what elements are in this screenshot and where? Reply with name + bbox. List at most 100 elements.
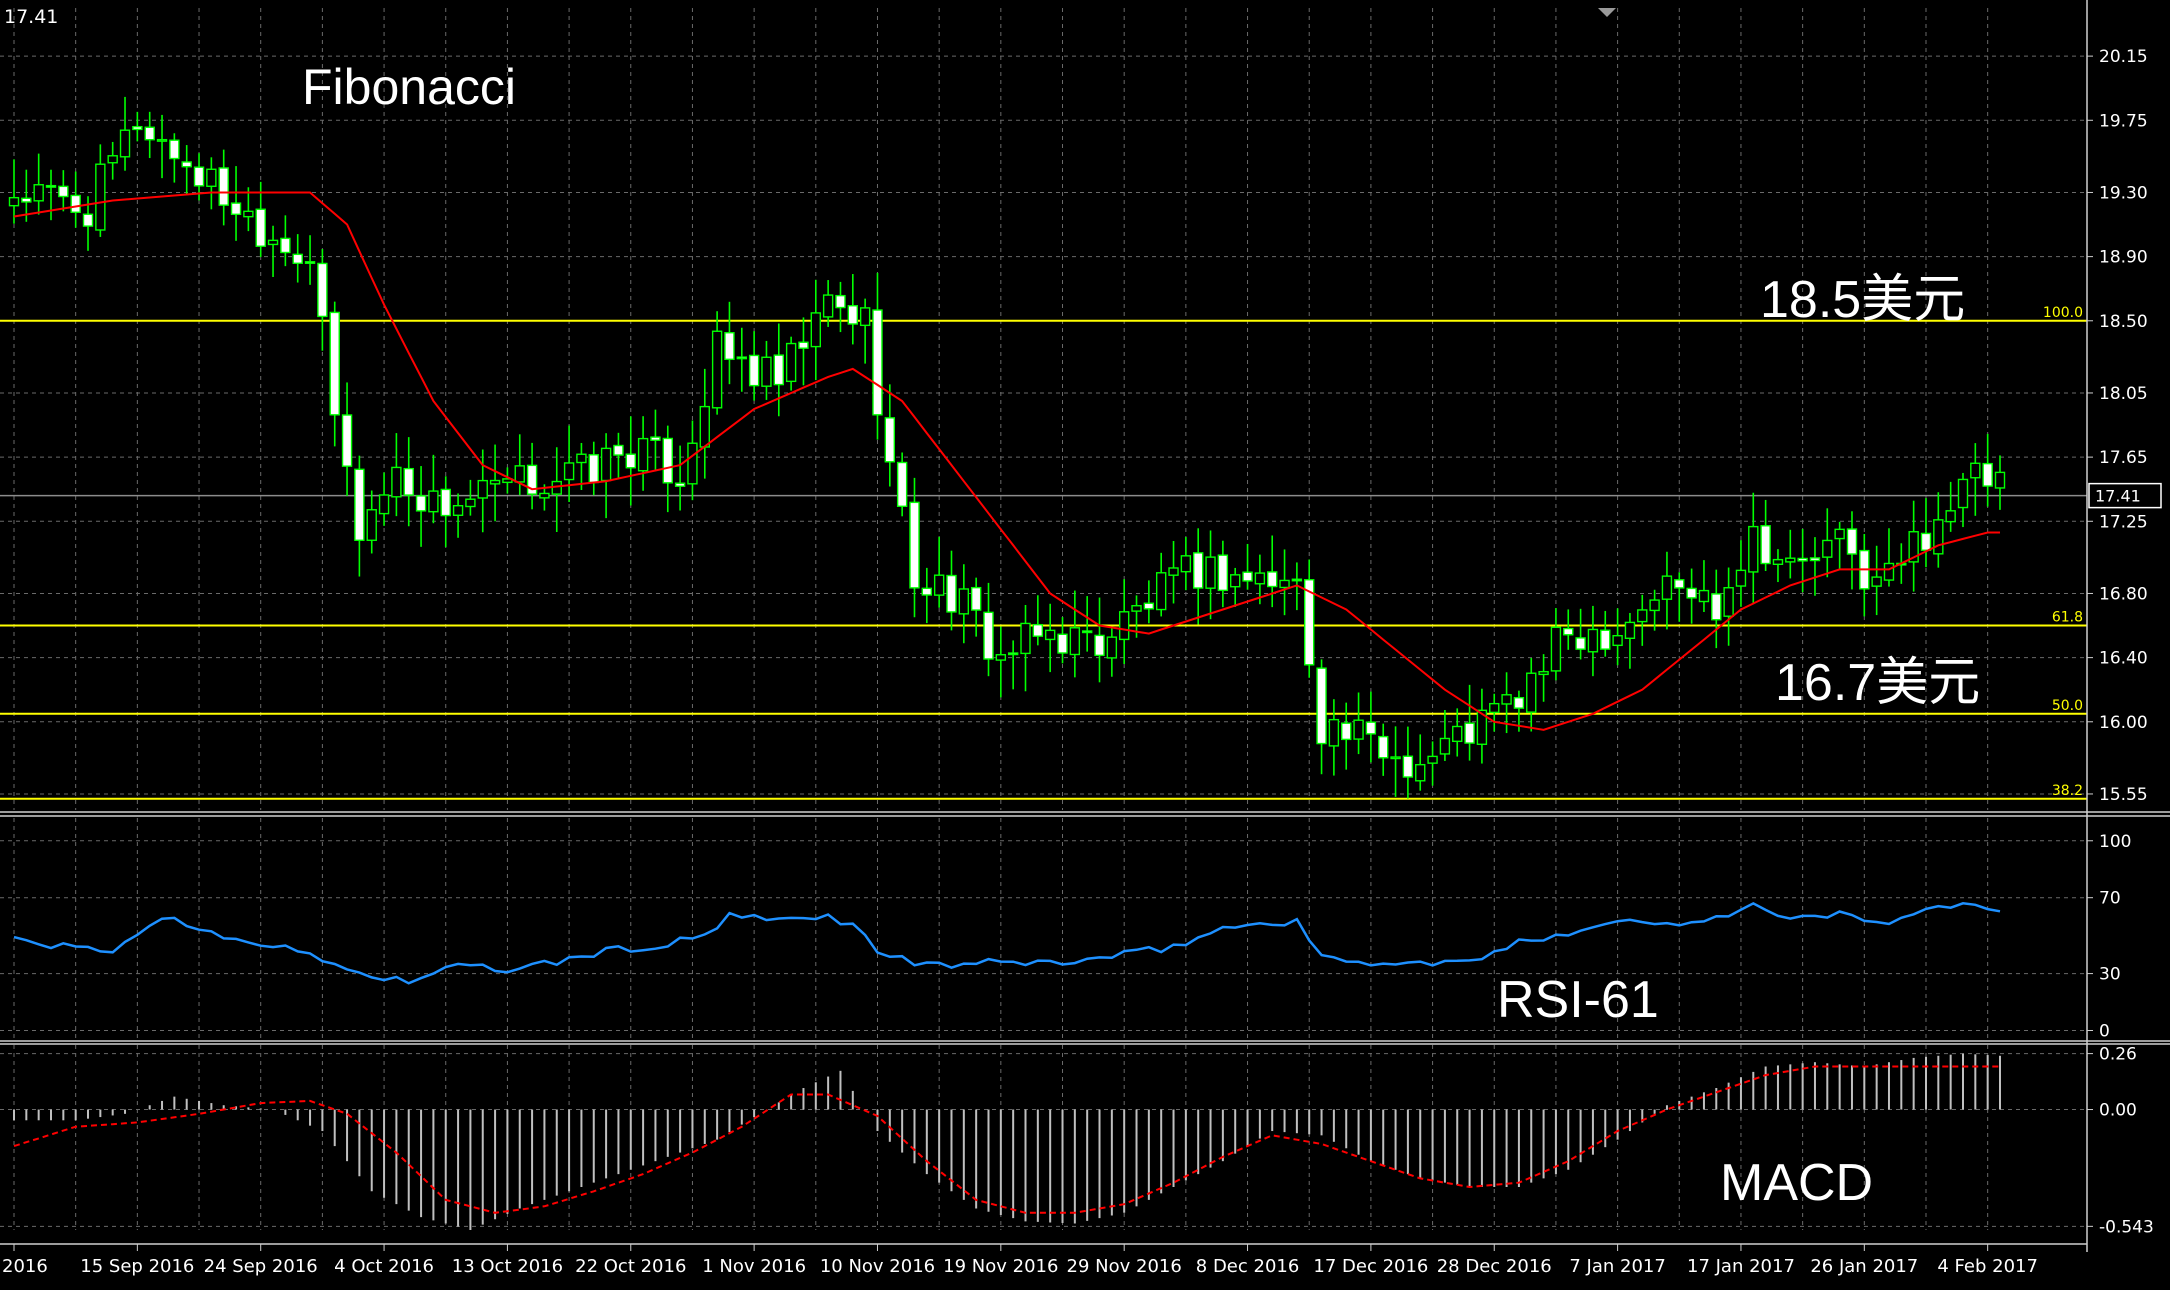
price-tick-label: 16.80: [2099, 584, 2148, 604]
candle-body: [1328, 718, 1340, 747]
x-tick-label: 2016: [2, 1256, 48, 1277]
price-tick-label: 19.75: [2099, 111, 2148, 131]
candle-body: [403, 467, 414, 496]
candle: [1094, 597, 1105, 683]
candle: [1217, 540, 1229, 608]
fib-level-label: 61.8: [2052, 610, 2083, 626]
candle-body: [1192, 552, 1204, 589]
candle-body: [465, 498, 476, 508]
candle: [773, 323, 784, 417]
candle-body: [1933, 519, 1944, 555]
macd-tick-label: 0.26: [2099, 1045, 2137, 1065]
candle: [933, 536, 945, 608]
candle: [1637, 594, 1648, 646]
candle-body: [1686, 587, 1697, 599]
candle: [810, 279, 822, 381]
fib-level-label: 38.2: [2052, 783, 2083, 799]
candle-body: [82, 213, 94, 227]
candle-body: [909, 501, 920, 589]
candle-body: [1624, 621, 1636, 639]
candle-body: [391, 466, 402, 498]
candle-body: [1155, 572, 1167, 611]
candle-body: [1131, 605, 1142, 612]
candle-body: [1600, 629, 1611, 650]
candle-body: [1501, 694, 1512, 705]
candle: [1809, 537, 1821, 596]
candle-body: [847, 305, 859, 325]
fib-level-label: 50.0: [2052, 698, 2083, 714]
candle-body: [1044, 629, 1056, 641]
candle-body: [1945, 510, 1956, 523]
candle-body: [1464, 722, 1475, 744]
candle: [674, 445, 686, 511]
candle: [909, 477, 920, 618]
candle: [835, 281, 846, 333]
candle-body: [724, 332, 735, 361]
candle-body: [637, 437, 649, 472]
candle-body: [1550, 626, 1562, 672]
candle-body: [859, 307, 871, 327]
candle: [21, 169, 32, 222]
candle-body: [1661, 575, 1673, 600]
candle: [1933, 492, 1944, 568]
x-tick-label: 22 Oct 2016: [575, 1256, 686, 1277]
candle: [1020, 604, 1031, 692]
candle-body: [1415, 763, 1426, 782]
candle: [415, 466, 427, 547]
candle: [329, 301, 340, 447]
candle: [946, 550, 957, 631]
macd-annotation: MACD: [1720, 1154, 1874, 1212]
level-low-annotation: 16.7美元: [1775, 654, 1981, 712]
shift-marker-icon[interactable]: [1598, 8, 1616, 17]
candle: [1353, 692, 1364, 755]
candle-body: [662, 437, 673, 484]
candle: [1674, 572, 1685, 622]
candle-body: [95, 163, 106, 231]
candle: [181, 145, 192, 195]
candle-body: [341, 414, 353, 467]
candle: [958, 564, 970, 644]
candle: [1649, 589, 1660, 631]
level-high-annotation: 18.5美元: [1760, 271, 1966, 329]
candle-body: [1069, 627, 1081, 656]
candle: [1341, 702, 1352, 770]
candle: [1612, 608, 1623, 666]
candle: [736, 327, 747, 392]
candle: [1069, 590, 1081, 678]
candle: [8, 159, 20, 224]
grid-lines: [0, 8, 2087, 1230]
candle: [613, 432, 624, 478]
candle: [1698, 560, 1710, 613]
candle: [526, 442, 538, 510]
candle: [1920, 498, 1932, 568]
candle: [1192, 528, 1204, 625]
candle-body: [107, 155, 118, 164]
candle: [1538, 654, 1549, 702]
candle-body: [1057, 633, 1068, 654]
candle: [132, 111, 143, 142]
candle: [1723, 567, 1734, 646]
candle: [724, 301, 735, 385]
candle-body: [810, 312, 822, 348]
macd-tick-label: -0.543: [2099, 1217, 2154, 1237]
candle: [1452, 708, 1463, 757]
candle: [70, 171, 81, 228]
x-tick-label: 17 Jan 2017: [1687, 1256, 1795, 1277]
price-tick-label: 16.40: [2099, 649, 2148, 669]
candle: [304, 235, 316, 285]
candle: [366, 490, 377, 554]
candle: [921, 567, 933, 624]
candle: [872, 272, 883, 440]
rsi-tick-label: 0: [2099, 1022, 2110, 1042]
x-tick-label: 15 Sep 2016: [80, 1256, 194, 1277]
candle: [1957, 472, 1969, 528]
candle-body: [1612, 634, 1623, 647]
candle-body: [1649, 599, 1660, 612]
candle: [662, 425, 673, 513]
current-price-box: [2088, 482, 2162, 509]
x-tick-label: 24 Sep 2016: [204, 1256, 318, 1277]
macd-signal-line: [13, 1065, 2000, 1214]
candle-body: [1698, 589, 1710, 603]
